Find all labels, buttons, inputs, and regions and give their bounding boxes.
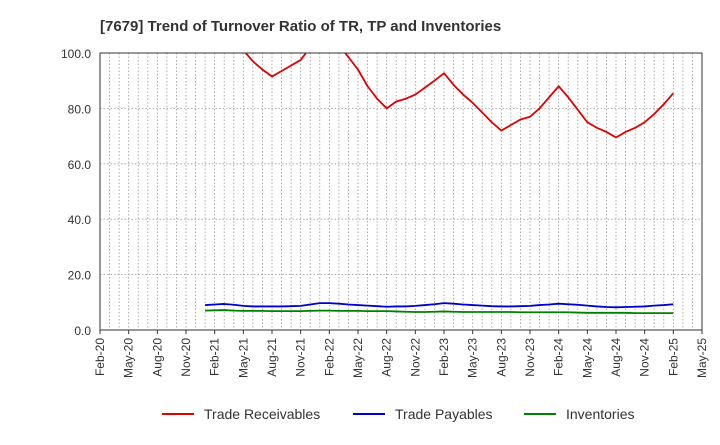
y-tick-label: 60.0 xyxy=(68,158,92,172)
x-tick-label: May-23 xyxy=(466,338,480,378)
x-tick-label: May-22 xyxy=(351,338,365,378)
x-tick-label: May-21 xyxy=(236,338,250,378)
plot-area xyxy=(100,53,702,330)
legend-label: Inventories xyxy=(566,406,634,422)
x-tick-label: Feb-24 xyxy=(552,338,566,376)
x-tick-label: May-24 xyxy=(580,338,594,378)
x-tick-label: Feb-22 xyxy=(322,338,336,376)
y-tick-label: 40.0 xyxy=(68,213,92,227)
x-tick-label: Aug-24 xyxy=(609,338,623,377)
x-tick-label: Feb-21 xyxy=(208,338,222,376)
plot-frame xyxy=(99,52,703,331)
chart-title: [7679] Trend of Turnover Ratio of TR, TP… xyxy=(100,18,501,35)
series-line-trade-payables xyxy=(205,302,674,309)
x-tick-label: May-20 xyxy=(122,338,136,378)
x-tick-label: Aug-21 xyxy=(265,338,279,377)
x-tick-label: Feb-20 xyxy=(93,338,107,376)
legend-label: Trade Payables xyxy=(395,406,493,422)
y-tick-label: 20.0 xyxy=(68,269,92,283)
x-tick-label: Nov-22 xyxy=(408,338,422,377)
x-tick-label: Nov-23 xyxy=(523,338,537,377)
x-tick-label: Aug-23 xyxy=(494,338,508,377)
x-tick-label: Aug-22 xyxy=(380,338,394,377)
x-tick-label: Nov-20 xyxy=(179,338,193,377)
x-tick-label: Nov-24 xyxy=(638,338,652,377)
y-tick-label: 0.0 xyxy=(74,324,91,338)
x-tick-label: May-25 xyxy=(695,338,709,378)
x-tick-label: Feb-25 xyxy=(666,338,680,376)
x-tick-label: Nov-21 xyxy=(294,338,308,377)
series-line-inventories xyxy=(205,309,674,314)
series-line-trade-receivables xyxy=(244,53,675,139)
x-tick-label: Feb-23 xyxy=(437,338,451,376)
legend-label: Trade Receivables xyxy=(204,406,320,422)
y-tick-label: 100.0 xyxy=(61,47,91,61)
x-tick-label: Aug-20 xyxy=(150,338,164,377)
y-tick-label: 80.0 xyxy=(68,102,92,116)
